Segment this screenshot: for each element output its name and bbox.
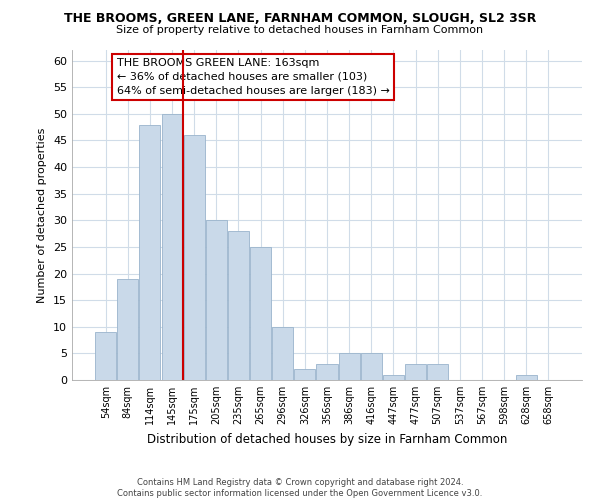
- Bar: [316, 364, 338, 380]
- Y-axis label: Number of detached properties: Number of detached properties: [37, 128, 47, 302]
- Bar: [361, 354, 382, 380]
- Bar: [206, 220, 227, 380]
- Bar: [515, 374, 536, 380]
- Bar: [118, 279, 139, 380]
- Bar: [272, 327, 293, 380]
- Bar: [250, 247, 271, 380]
- Bar: [95, 332, 116, 380]
- Bar: [383, 374, 404, 380]
- Bar: [161, 114, 182, 380]
- Bar: [338, 354, 359, 380]
- Bar: [184, 135, 205, 380]
- Bar: [295, 370, 316, 380]
- Text: THE BROOMS GREEN LANE: 163sqm
← 36% of detached houses are smaller (103)
64% of : THE BROOMS GREEN LANE: 163sqm ← 36% of d…: [117, 58, 389, 96]
- X-axis label: Distribution of detached houses by size in Farnham Common: Distribution of detached houses by size …: [147, 432, 507, 446]
- Bar: [427, 364, 448, 380]
- Bar: [228, 231, 249, 380]
- Bar: [405, 364, 426, 380]
- Text: Size of property relative to detached houses in Farnham Common: Size of property relative to detached ho…: [116, 25, 484, 35]
- Text: THE BROOMS, GREEN LANE, FARNHAM COMMON, SLOUGH, SL2 3SR: THE BROOMS, GREEN LANE, FARNHAM COMMON, …: [64, 12, 536, 26]
- Text: Contains HM Land Registry data © Crown copyright and database right 2024.
Contai: Contains HM Land Registry data © Crown c…: [118, 478, 482, 498]
- Bar: [139, 124, 160, 380]
